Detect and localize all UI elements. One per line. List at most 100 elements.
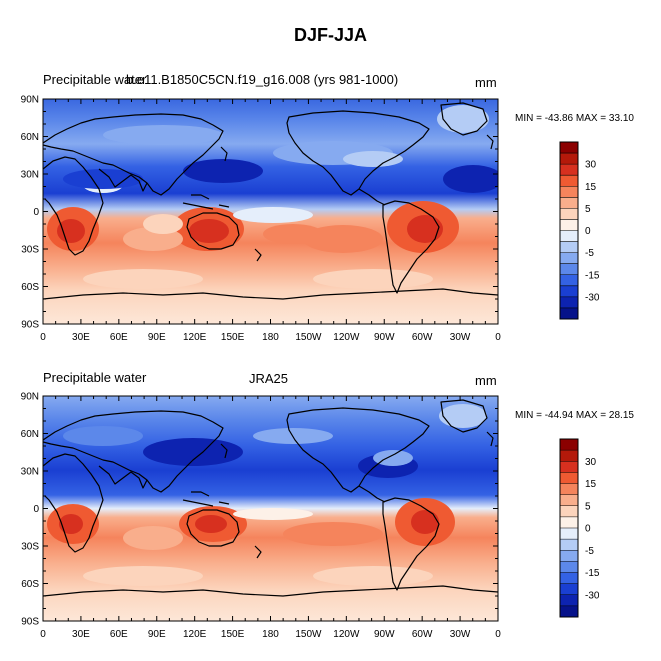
lat-tick-label-2-0: 90N bbox=[21, 392, 39, 403]
colorbar-label-1-6: -30 bbox=[585, 292, 600, 303]
lat-tick-label-2-2: 30N bbox=[21, 467, 39, 478]
colorbar-label-1-3: 0 bbox=[585, 226, 591, 237]
colorbar-box-2-5 bbox=[560, 494, 578, 507]
colorbar-label-2-6: -30 bbox=[585, 590, 600, 601]
lon-tick-label-2-0: 0 bbox=[40, 629, 46, 640]
lon-tick-label-2-2: 60E bbox=[110, 629, 128, 640]
colorbar-box-2-7 bbox=[560, 516, 578, 529]
lat-tick-label-1-1: 60N bbox=[21, 132, 39, 143]
colorbar-label-2-3: 0 bbox=[585, 524, 591, 535]
colorbar-box-1-6 bbox=[560, 208, 578, 220]
lon-tick-label-2-7: 150W bbox=[295, 629, 322, 640]
colorbar-box-2-1 bbox=[560, 450, 578, 462]
lon-tick-label-2-3: 90E bbox=[148, 629, 166, 640]
lat-tick-label-2-3: 0 bbox=[33, 504, 39, 515]
lon-tick-label-1-11: 30W bbox=[450, 332, 471, 343]
colorbar-box-1-10 bbox=[560, 252, 578, 264]
colorbar-box-1-11 bbox=[560, 263, 578, 276]
colorbar-label-1-0: 30 bbox=[585, 160, 597, 171]
lat-tick-label-2-1: 60N bbox=[21, 429, 39, 440]
colorbar-box-1-2 bbox=[560, 164, 578, 176]
lon-tick-label-1-3: 90E bbox=[148, 332, 166, 343]
lon-tick-label-1-4: 120E bbox=[183, 332, 207, 343]
colorbar-box-2-10 bbox=[560, 550, 578, 562]
lat-tick-label-1-0: 90N bbox=[21, 95, 39, 106]
colorbar-box-1-14 bbox=[560, 296, 578, 309]
lon-tick-label-1-2: 60E bbox=[110, 332, 128, 343]
colorbar-label-1-1: 15 bbox=[585, 182, 597, 193]
colorbar-label-1-5: -15 bbox=[585, 270, 600, 281]
panel2-minmax: MIN = -44.94 MAX = 28.15 bbox=[515, 410, 634, 421]
panel2-center-label: JRA25 bbox=[249, 371, 289, 386]
colorbar-box-2-11 bbox=[560, 561, 578, 573]
lon-tick-label-2-9: 90W bbox=[374, 629, 395, 640]
lat-tick-label-1-3: 0 bbox=[33, 207, 39, 218]
colorbar-box-1-1 bbox=[560, 153, 578, 165]
colorbar-box-2-4 bbox=[560, 483, 578, 495]
panel1-left-label: Precipitable water bbox=[43, 72, 147, 87]
colorbar-box-2-15 bbox=[560, 605, 578, 618]
colorbar-box-2-0 bbox=[560, 439, 578, 451]
panel1-units: mm bbox=[475, 75, 497, 90]
lon-tick-label-2-6: 180 bbox=[262, 629, 279, 640]
colorbar-box-2-2 bbox=[560, 461, 578, 473]
lon-tick-label-1-12: 0 bbox=[495, 332, 501, 343]
panel1-center-label: b.e11.B1850C5CN.f19_g16.008 (yrs 981-100… bbox=[126, 72, 399, 87]
figure-title: DJF-JJA bbox=[293, 25, 368, 45]
panel2-left-label: Precipitable water bbox=[43, 370, 147, 385]
lon-tick-label-1-7: 150W bbox=[295, 332, 322, 343]
lat-tick-label-1-4: 30S bbox=[21, 245, 39, 256]
colorbar-label-2-2: 5 bbox=[585, 501, 591, 512]
lon-tick-label-1-5: 150E bbox=[221, 332, 245, 343]
panel2-map bbox=[43, 396, 498, 621]
lat-tick-label-1-2: 30N bbox=[21, 170, 39, 181]
colorbar-box-1-0 bbox=[560, 142, 578, 154]
lat-tick-label-2-6: 90S bbox=[21, 617, 39, 628]
colorbar-box-1-9 bbox=[560, 241, 578, 253]
colorbar-box-2-8 bbox=[560, 528, 578, 540]
lon-tick-label-2-4: 120E bbox=[183, 629, 207, 640]
colorbar-box-2-14 bbox=[560, 594, 578, 607]
lat-tick-label-2-5: 60S bbox=[21, 579, 39, 590]
lon-tick-label-2-11: 30W bbox=[450, 629, 471, 640]
lon-tick-label-1-9: 90W bbox=[374, 332, 395, 343]
panel2-units: mm bbox=[475, 373, 497, 388]
colorbar-box-1-8 bbox=[560, 230, 578, 242]
lon-tick-label-2-12: 0 bbox=[495, 629, 501, 640]
colorbar-box-1-4 bbox=[560, 186, 578, 198]
colorbar-box-1-12 bbox=[560, 274, 578, 287]
lon-tick-label-2-5: 150E bbox=[221, 629, 245, 640]
lat-tick-label-2-4: 30S bbox=[21, 542, 39, 553]
lon-tick-label-1-0: 0 bbox=[40, 332, 46, 343]
colorbar-box-1-7 bbox=[560, 219, 578, 231]
colorbar-box-2-6 bbox=[560, 505, 578, 518]
lat-tick-label-1-6: 90S bbox=[21, 320, 39, 331]
colorbar-box-2-12 bbox=[560, 572, 578, 584]
colorbar-box-1-13 bbox=[560, 285, 578, 298]
colorbar-label-2-0: 30 bbox=[585, 457, 597, 468]
lat-tick-label-1-5: 60S bbox=[21, 282, 39, 293]
colorbar-box-2-3 bbox=[560, 472, 578, 484]
lon-tick-label-2-8: 120W bbox=[333, 629, 360, 640]
colorbar-box-1-15 bbox=[560, 307, 578, 320]
colorbar-label-2-1: 15 bbox=[585, 479, 597, 490]
lon-tick-label-2-10: 60W bbox=[412, 629, 433, 640]
colorbar-box-2-9 bbox=[560, 539, 578, 551]
colorbar-label-1-2: 5 bbox=[585, 204, 591, 215]
lon-tick-label-1-6: 180 bbox=[262, 332, 279, 343]
colorbar-box-2-13 bbox=[560, 583, 578, 596]
panel1-minmax: MIN = -43.86 MAX = 33.10 bbox=[515, 113, 634, 124]
lon-tick-label-1-1: 30E bbox=[72, 332, 90, 343]
colorbar-box-1-3 bbox=[560, 175, 578, 187]
lon-tick-label-1-8: 120W bbox=[333, 332, 360, 343]
colorbar-label-1-4: -5 bbox=[585, 248, 594, 259]
panel1-colorbar: 30 15 5 0 -5 -15 -30 bbox=[559, 141, 600, 320]
colorbar-box-1-5 bbox=[560, 197, 578, 209]
lon-tick-label-1-10: 60W bbox=[412, 332, 433, 343]
colorbar-label-2-5: -15 bbox=[585, 568, 600, 579]
panel1-map bbox=[43, 99, 498, 324]
colorbar-label-2-4: -5 bbox=[585, 546, 594, 557]
